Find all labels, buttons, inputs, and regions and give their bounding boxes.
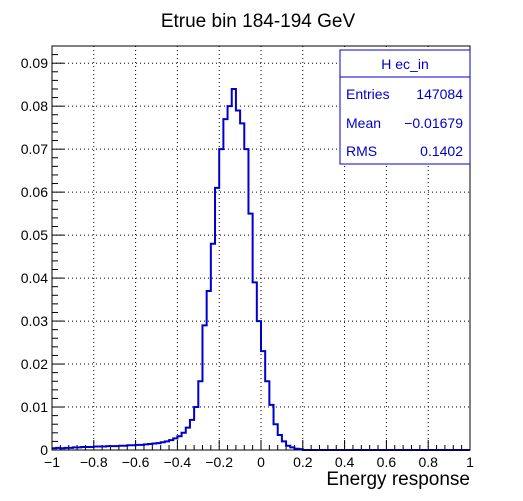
x-tick-label: −0.4 (164, 454, 192, 470)
stats-mean-label: Mean (346, 115, 381, 131)
x-axis-label: Energy response (326, 469, 470, 490)
y-tick-label: 0 (40, 442, 48, 458)
x-tick-label: 0 (257, 454, 265, 470)
y-tick-label: 0.07 (21, 141, 48, 157)
y-tick-label: 0.01 (21, 399, 48, 415)
x-tick-label: 0.4 (335, 454, 355, 470)
stats-rms-label: RMS (346, 143, 377, 159)
x-tick-label: 0.8 (418, 454, 438, 470)
stats-rms-value: 0.1402 (420, 143, 463, 159)
x-tick-label: 0.2 (293, 454, 313, 470)
y-tick-label: 0.03 (21, 313, 48, 329)
x-tick-label: −1 (44, 454, 60, 470)
stats-entries-value: 147084 (416, 86, 463, 102)
stats-entries-label: Entries (346, 86, 390, 102)
stats-box: H ec_in Entries 147084 Mean −0.01679 RMS… (339, 49, 471, 165)
y-axis-ticks: 0 0.01 0.02 0.03 0.04 0.05 0.06 0.07 0.08 0.09 (21, 45, 64, 458)
y-tick-label: 0.04 (21, 270, 48, 286)
stats-mean-value: −0.01679 (404, 115, 463, 131)
y-tick-label: 0.08 (21, 98, 48, 114)
x-tick-label: 1 (466, 454, 474, 470)
stats-title: H ec_in (381, 56, 428, 72)
x-tick-label: −0.2 (205, 454, 233, 470)
x-tick-label: −0.8 (80, 454, 108, 470)
y-tick-label: 0.09 (21, 55, 48, 71)
y-tick-label: 0.05 (21, 227, 48, 243)
y-tick-label: 0.06 (21, 184, 48, 200)
x-axis-ticks: −1 −0.8 −0.6 −0.4 −0.2 0 0.2 0.4 0.6 0.8 1 (44, 440, 474, 470)
y-tick-label: 0.02 (21, 356, 48, 372)
chart-title: Etrue bin 184-194 GeV (161, 11, 356, 32)
x-tick-label: −0.6 (122, 454, 150, 470)
plot-frame (51, 45, 471, 451)
x-tick-label: 0.6 (377, 454, 397, 470)
